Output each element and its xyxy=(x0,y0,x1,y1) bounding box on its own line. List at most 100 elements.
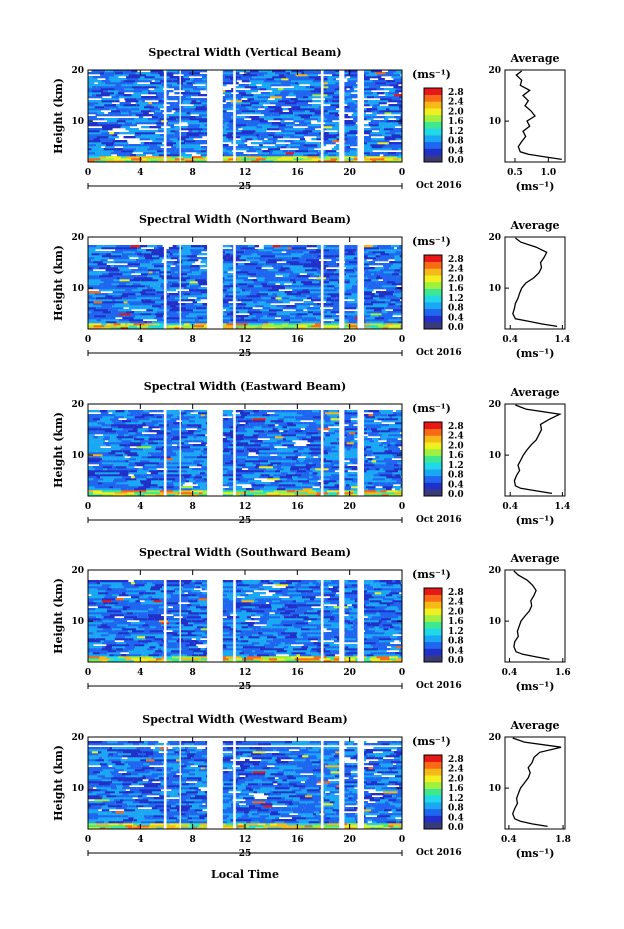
heatmap-cell xyxy=(235,476,244,479)
heatmap-cell xyxy=(88,265,103,268)
heatmap-cell xyxy=(399,273,402,276)
heatmap-cell xyxy=(390,154,400,157)
heatmap-cell xyxy=(280,642,285,645)
data-gap xyxy=(320,236,324,329)
heatmap-cell xyxy=(195,482,202,485)
heatmap-cell xyxy=(193,158,201,161)
heatmap-cell xyxy=(316,154,320,157)
heatmap-cell xyxy=(266,88,279,91)
heatmap-cell xyxy=(371,273,374,276)
heatmap-cell xyxy=(331,259,346,262)
heatmap-cell xyxy=(400,430,402,433)
heatmap-cell xyxy=(133,638,143,641)
heatmap-cell xyxy=(136,297,148,300)
heatmap-cell xyxy=(287,660,300,663)
colorbar-tick-label: 1.6 xyxy=(448,284,464,294)
heatmap-cell xyxy=(306,436,311,439)
heatmap-cell xyxy=(187,275,195,278)
heatmap-cell xyxy=(157,410,164,413)
heatmap-cell xyxy=(226,148,237,151)
heatmap-cell xyxy=(282,438,287,441)
heatmap-cell xyxy=(259,309,269,312)
heatmap-cell xyxy=(293,414,303,417)
heatmap-cell xyxy=(139,480,151,483)
heatmap-cell xyxy=(253,94,265,97)
heatmap-cell xyxy=(88,72,100,75)
heatmap-cell xyxy=(167,249,180,252)
heatmap-cell xyxy=(332,472,340,475)
heatmap-cell xyxy=(389,261,402,264)
heatmap-cell xyxy=(247,297,262,300)
heatmap-cell xyxy=(152,277,162,280)
heatmap-cell xyxy=(241,488,246,491)
heatmap-cell xyxy=(256,640,266,643)
heatmap-cell xyxy=(258,102,265,105)
heatmap-cell xyxy=(382,160,389,163)
heatmap-cell xyxy=(362,315,371,318)
colorbar-tick-label: 2.0 xyxy=(448,274,464,284)
heatmap-cell xyxy=(117,257,130,260)
heatmap-cell xyxy=(397,313,402,316)
heatmap-cell xyxy=(285,70,292,73)
heatmap-cell xyxy=(288,108,303,111)
heatmap-cell xyxy=(384,648,391,651)
heatmap-cell xyxy=(97,452,109,455)
heatmap-cell xyxy=(368,100,380,103)
heatmap-cell xyxy=(378,466,390,469)
heatmap-cell xyxy=(183,106,196,109)
heatmap-cell xyxy=(189,283,199,286)
colorbar-tick-label: 0.4 xyxy=(448,313,464,323)
heatmap-cell xyxy=(245,488,254,491)
heatmap-cell xyxy=(323,636,334,639)
heatmap-cell xyxy=(132,122,136,125)
average-frame xyxy=(504,69,566,163)
heatmap-cell xyxy=(143,658,156,661)
heatmap-cell xyxy=(385,452,399,455)
heatmap-cell xyxy=(163,448,173,451)
heatmap-cell xyxy=(384,118,389,121)
heatmap-cell xyxy=(291,253,304,256)
heatmap-cell xyxy=(291,106,301,109)
heatmap-cell xyxy=(230,100,243,103)
heatmap-cell xyxy=(364,476,368,479)
colorbar-tick-label: 0.4 xyxy=(448,146,464,156)
heatmap-cell xyxy=(173,303,186,306)
heatmap-cell xyxy=(229,321,236,324)
heatmap-cell xyxy=(146,279,159,282)
heatmap-cell xyxy=(154,148,163,151)
heatmap-cell xyxy=(296,307,307,310)
heatmap-cell xyxy=(364,257,377,260)
heatmap-cell xyxy=(114,416,124,419)
heatmap-cell xyxy=(201,295,210,298)
heatmap-cell xyxy=(182,102,186,105)
heatmap-cell xyxy=(278,492,287,495)
heatmap-cell xyxy=(249,444,261,447)
heatmap-cell xyxy=(220,160,230,163)
heatmap-cell xyxy=(278,277,293,280)
heatmap-cell xyxy=(193,325,205,328)
heatmap-cell xyxy=(180,154,192,157)
average-y-tick-label: 10 xyxy=(488,451,501,461)
heatmap-cell xyxy=(187,321,196,324)
heatmap-cell xyxy=(379,448,388,451)
heatmap-cell xyxy=(329,478,344,481)
heatmap-cell xyxy=(314,88,327,91)
heatmap-cell xyxy=(93,490,102,493)
heatmap-cell xyxy=(240,138,246,141)
heatmap-cell xyxy=(120,295,129,298)
colorbar-segment xyxy=(424,308,442,316)
heatmap-cell xyxy=(310,458,320,461)
heatmap-cell xyxy=(88,414,103,417)
average-title: Average xyxy=(509,386,559,399)
heatmap-cell xyxy=(272,152,286,155)
heatmap-cell xyxy=(377,652,386,655)
heatmap-cell xyxy=(276,253,291,256)
heatmap-cell xyxy=(122,428,133,431)
heatmap-cell xyxy=(92,76,99,79)
heatmap-cell xyxy=(373,297,379,300)
heatmap-cell xyxy=(350,295,364,298)
heatmap-cell xyxy=(219,648,234,651)
heatmap-cell xyxy=(394,492,402,495)
heatmap-cell xyxy=(396,70,402,73)
heatmap-cell xyxy=(396,82,402,85)
